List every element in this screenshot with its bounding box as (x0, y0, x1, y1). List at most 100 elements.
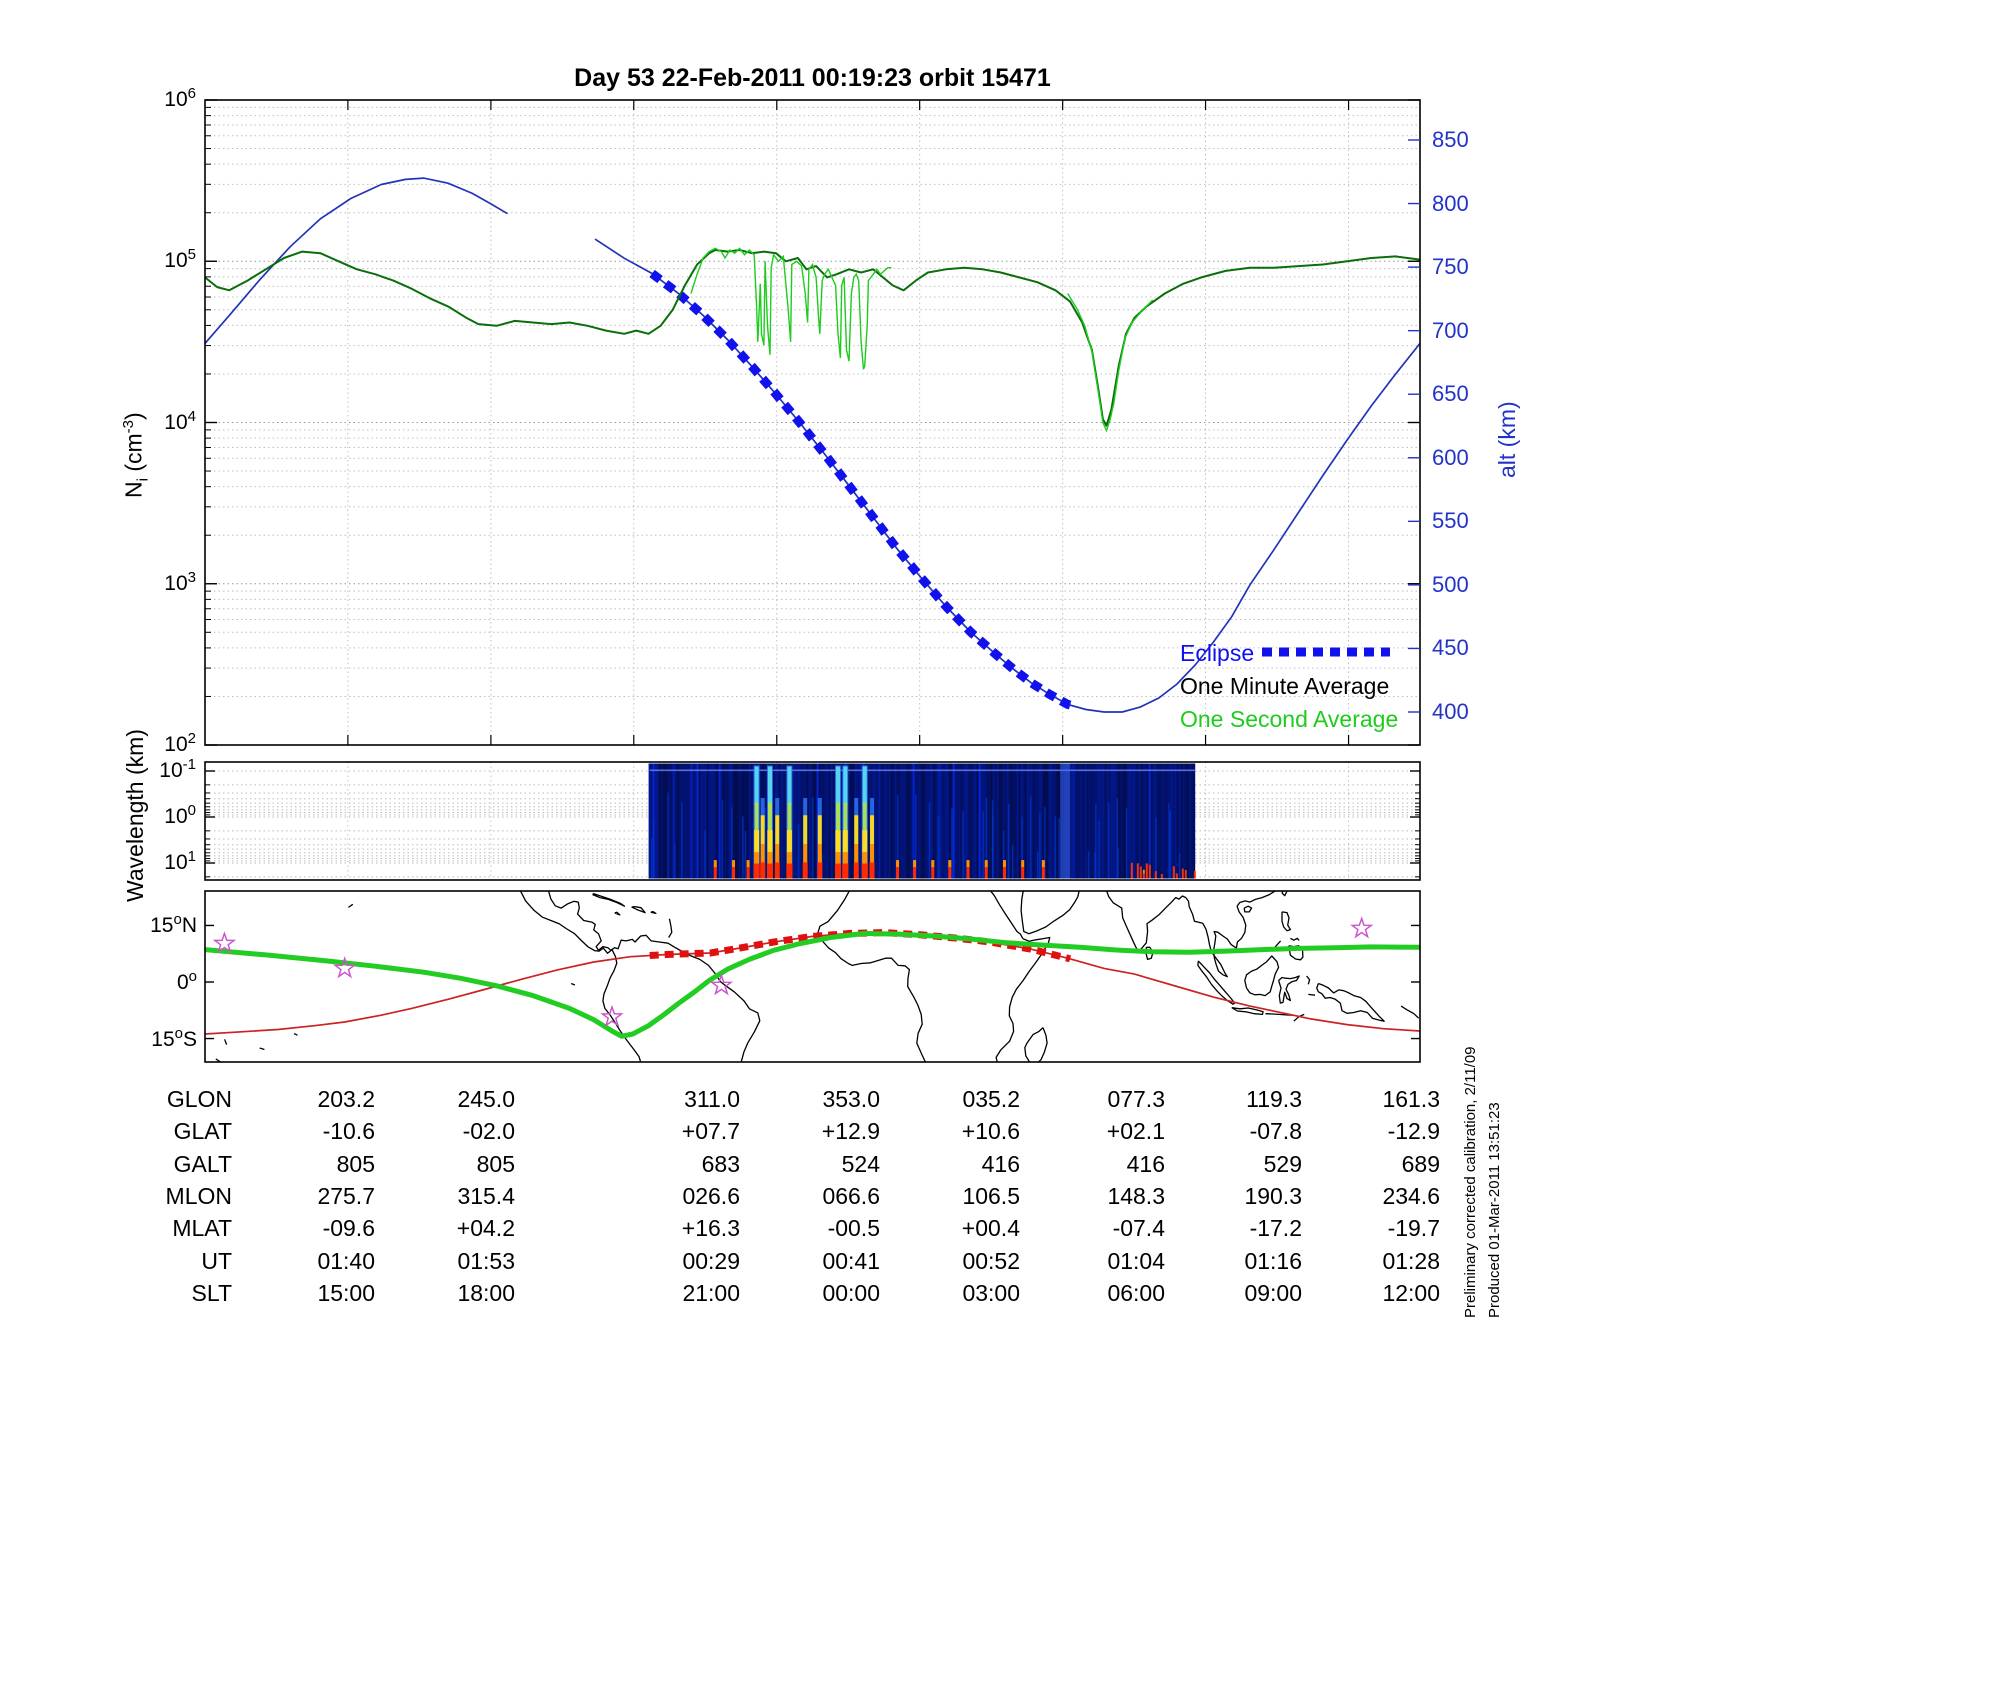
table-row-label-MLON: MLON (165, 1182, 232, 1209)
table-cell: 15:00 (317, 1279, 375, 1306)
star-marker (1350, 916, 1374, 939)
coastline (1306, 975, 1311, 985)
map-eclipse-segment (649, 929, 1072, 963)
table-cell: 689 (1401, 1150, 1440, 1177)
table-cell: 00:29 (682, 1247, 740, 1274)
table-cell: 026.6 (682, 1182, 740, 1209)
coastline (1243, 905, 1253, 913)
coastline (631, 905, 646, 914)
table-cell: -12.9 (1387, 1118, 1440, 1145)
alt-axis-tick-label: 500 (1432, 571, 1469, 597)
star-marker (333, 956, 357, 979)
coastline (668, 918, 673, 938)
table-cell: 066.6 (822, 1182, 880, 1209)
coastline (1281, 911, 1292, 932)
coastline (650, 910, 657, 915)
star-marker (709, 973, 734, 996)
alt-axis-tick-label: 850 (1432, 127, 1469, 152)
legend-minute-average-label: One Minute Average (1180, 673, 1390, 699)
table-cell: 245.0 (457, 1086, 515, 1112)
produced-note: Produced 01-Mar-2011 13:51:23 (1486, 1102, 1503, 1318)
world-map (205, 891, 1420, 1062)
coastline (1400, 1005, 1420, 1019)
table-cell: 234.6 (1382, 1182, 1440, 1209)
table-cell: -09.6 (322, 1215, 375, 1242)
coastline (614, 911, 621, 916)
coastline (1197, 960, 1236, 1005)
wavelength-axis-tick-label: 100 (164, 802, 196, 828)
table-cell: 18:00 (457, 1279, 515, 1306)
table-cell: 01:04 (1107, 1247, 1165, 1274)
coastline (592, 893, 626, 907)
coastline (1277, 975, 1300, 1004)
mid-panel-frame (204, 761, 1421, 881)
minute-average-curve (205, 249, 1420, 427)
table-cell: 353.0 (822, 1086, 880, 1112)
wavelength-axis-tick-label: 101 (164, 848, 196, 874)
table-cell: 275.7 (317, 1182, 375, 1209)
table-cell: +12.9 (821, 1118, 880, 1145)
table-cell: +10.6 (961, 1118, 1020, 1145)
table-cell: 01:28 (1382, 1247, 1440, 1274)
alt-axis-tick-label: 650 (1432, 381, 1469, 407)
map-lat-tick-label: 0o (176, 968, 197, 994)
coastline (293, 1033, 298, 1036)
spectrogram (648, 763, 1196, 879)
table-cell: 06:00 (1107, 1279, 1165, 1306)
coastline (1105, 891, 1277, 978)
alt-axis-tick-label: 550 (1432, 508, 1469, 534)
table-cell: 077.3 (1107, 1086, 1165, 1112)
alt-axis-tick-label: 800 (1432, 190, 1469, 216)
coastline (989, 891, 1024, 939)
table-cell: 805 (476, 1150, 515, 1177)
table-cell: 12:00 (1382, 1279, 1440, 1306)
table-cell: 190.3 (1244, 1182, 1302, 1209)
table-cell: 106.5 (962, 1182, 1020, 1209)
table-cell: 00:41 (822, 1247, 880, 1274)
second-average-curve (690, 247, 892, 370)
table-cell: 203.2 (317, 1086, 375, 1112)
table-row-label-GALT: GALT (173, 1150, 232, 1177)
eclipse-curve (649, 269, 1074, 711)
table-cell: 416 (1126, 1150, 1165, 1177)
coastline (1024, 1027, 1048, 1062)
coastline (259, 1047, 265, 1051)
top-panel-curves (205, 177, 1420, 713)
table-cell: -17.2 (1249, 1215, 1302, 1242)
table-cell: 09:00 (1244, 1279, 1302, 1306)
calibration-note: Preliminary corrected calibration, 2/11/… (1462, 1046, 1479, 1318)
table-cell: 01:40 (317, 1247, 375, 1274)
map-frame (204, 890, 1421, 1063)
table-cell: 035.2 (962, 1086, 1020, 1112)
coastline (223, 1039, 228, 1045)
coastline (1244, 955, 1280, 997)
table-cell: 416 (981, 1150, 1020, 1177)
star-marker (600, 1004, 624, 1028)
second-average-curve (1067, 293, 1154, 433)
table-cell: 119.3 (1246, 1086, 1302, 1112)
table-cell: 805 (336, 1150, 375, 1177)
coastline (1281, 891, 1288, 897)
ni-axis-tick-label: 105 (164, 246, 196, 273)
table-cell: +07.7 (681, 1118, 740, 1145)
legend-second-average-label: One Second Average (1180, 706, 1399, 732)
table-cell: 01:16 (1244, 1247, 1302, 1274)
star-marker (212, 931, 237, 954)
altitude-curve (205, 177, 508, 344)
legend-eclipse-label: Eclipse (1180, 640, 1255, 666)
ni-axis-tick-label: 102 (164, 730, 196, 756)
coastline (995, 936, 1051, 1062)
alt-axis-tick-label: 700 (1432, 317, 1469, 343)
table-cell: 21:00 (682, 1279, 740, 1306)
table-cell: -10.6 (322, 1118, 375, 1145)
table-row-label-MLAT: MLAT (172, 1215, 232, 1242)
table-cell: 148.3 (1107, 1182, 1165, 1209)
table-cell: 01:53 (457, 1247, 515, 1274)
table-cell: 529 (1263, 1150, 1302, 1177)
map-lat-tick-label: 15oN (150, 911, 197, 938)
table-cell: +04.2 (456, 1215, 515, 1242)
table-cell: 311.0 (684, 1086, 740, 1112)
coastline (570, 982, 576, 986)
